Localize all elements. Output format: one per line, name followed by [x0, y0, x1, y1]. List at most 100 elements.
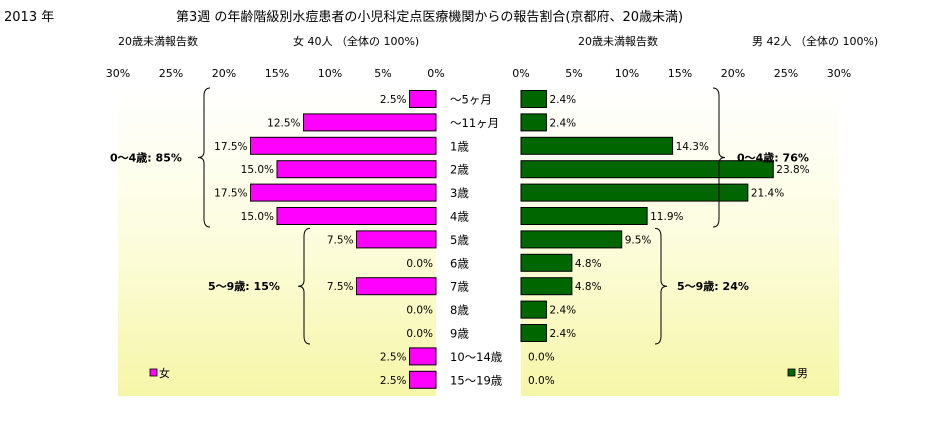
male-value-label: 4.8%: [575, 258, 602, 270]
female-value-label: 7.5%: [327, 234, 354, 246]
female-value-label: 15.0%: [241, 164, 274, 176]
male-bar: [520, 300, 547, 319]
male-value-label: 2.4%: [549, 94, 576, 106]
male-legend-swatch: [787, 368, 796, 377]
age-category-label: 3歳: [450, 186, 469, 200]
male-bar: [520, 277, 573, 296]
male-legend-label: 男: [797, 367, 808, 380]
female-bar: [303, 113, 437, 132]
male-value-label: 21.4%: [751, 188, 784, 200]
female-group-label: 5～9歳: 15%: [208, 279, 280, 293]
female-bars: 2.5% 12.5% 17.5% 15.0% 17.5% 15.0% 7.5% 0.0% 7.5…: [214, 90, 437, 389]
male-caption-left: 20歳未満報告数: [578, 35, 658, 48]
male-value-label: 23.8%: [776, 164, 809, 176]
age-category-label: 8歳: [450, 303, 469, 317]
female-caption-left: 20歳未満報告数: [118, 35, 198, 48]
age-category-label: 6歳: [450, 256, 469, 270]
female-bar: [409, 347, 437, 366]
female-bar: [356, 277, 437, 296]
male-tick-label: 0%: [512, 67, 529, 80]
male-bar: [520, 207, 648, 225]
chart-title: 第3週 の年齢階級別水痘患者の小児科定点医療機関からの報告割合(京都府、20歳未…: [176, 9, 683, 25]
age-category-label: 5歳: [450, 233, 469, 247]
female-tick-label: 25%: [159, 67, 183, 80]
male-bar: [520, 324, 547, 342]
age-category-label: 10～14歳: [450, 350, 503, 364]
year-label: 2013 年: [4, 10, 54, 25]
male-tick-label: 30%: [827, 67, 851, 80]
female-bar: [250, 183, 437, 202]
female-group-label: 0～4歳: 85%: [110, 151, 182, 165]
age-category-label: 2歳: [450, 163, 469, 177]
male-group-label: 5～9歳: 24%: [677, 279, 749, 293]
female-value-label: 15.0%: [241, 211, 274, 223]
female-bar: [409, 370, 437, 389]
female-tick-label: 0%: [427, 67, 444, 80]
male-tick-label: 25%: [774, 67, 798, 80]
female-legend-swatch: [149, 368, 158, 377]
male-bars: 2.4% 2.4% 14.3% 23.8% 21.4% 11.9% 9.5% 4.8% 4.8%…: [520, 90, 810, 387]
age-category-label: 9歳: [450, 327, 469, 341]
female-value-label: 7.5%: [327, 281, 354, 293]
male-value-label: 0.0%: [528, 351, 555, 363]
male-tick-label: 15%: [668, 67, 692, 80]
female-bar: [276, 160, 437, 179]
age-category-label: 7歳: [450, 280, 469, 294]
age-category-labels: ～5ヶ月 ～11ヶ月 1歳 2歳 3歳 4歳 5歳 6歳 7歳 8歳 9歳 10～14歳 15～19歳: [450, 93, 503, 388]
male-value-label: 2.4%: [549, 305, 576, 317]
male-caption-right: 男 42人 （全体の 100%): [752, 34, 878, 48]
female-value-label: 2.5%: [380, 375, 407, 387]
male-value-label: 14.3%: [676, 141, 709, 153]
male-bar: [520, 136, 674, 155]
female-tick-label: 20%: [212, 67, 236, 80]
male-group-label: 0～4歳: 76%: [737, 151, 809, 165]
female-value-label: 12.5%: [267, 117, 300, 129]
male-value-label: 11.9%: [650, 211, 683, 223]
male-group-brackets: 0～4歳: 76% 5～9歳: 24%: [654, 87, 809, 345]
male-value-label: 2.4%: [549, 117, 576, 129]
male-bar: [520, 253, 573, 272]
female-value-label: 0.0%: [406, 305, 433, 317]
female-group-brackets: 0～4歳: 85% 5～9歳: 15%: [110, 87, 311, 345]
male-bar: [520, 230, 623, 249]
female-value-label: 2.5%: [380, 94, 407, 106]
male-group-bracket: [654, 227, 668, 345]
male-bar: [520, 183, 749, 202]
male-bar: [520, 160, 774, 179]
female-group-bracket: [197, 87, 211, 228]
male-value-label: 4.8%: [575, 281, 602, 293]
female-bar: [356, 230, 437, 249]
female-value-label: 17.5%: [214, 188, 247, 200]
age-category-label: 4歳: [450, 210, 469, 224]
female-value-label: 2.5%: [380, 351, 407, 363]
age-category-label: 1歳: [450, 139, 469, 153]
female-tick-label: 5%: [374, 67, 391, 80]
female-value-label: 17.5%: [214, 141, 247, 153]
female-bar: [250, 136, 437, 155]
male-tick-label: 20%: [721, 67, 745, 80]
female-tick-label: 15%: [265, 67, 289, 80]
male-value-label: 0.0%: [528, 375, 555, 387]
female-value-label: 0.0%: [406, 328, 433, 340]
male-value-label: 9.5%: [625, 234, 652, 246]
male-bar: [520, 113, 547, 132]
female-tick-label: 30%: [106, 67, 130, 80]
female-caption-right: 女 40人 （全体の 100%): [293, 34, 419, 48]
male-value-label: 2.4%: [549, 328, 576, 340]
female-bar: [276, 207, 437, 225]
age-category-label: ～5ヶ月: [450, 93, 492, 107]
female-tick-label: 10%: [318, 67, 342, 80]
male-group-bracket: [712, 87, 726, 228]
age-category-label: 15～19歳: [450, 373, 503, 387]
female-bar: [409, 90, 437, 108]
female-x-axis-ticks: 30% 25% 20% 15% 10% 5% 0%: [106, 67, 445, 80]
age-category-label: ～11ヶ月: [450, 116, 499, 130]
male-x-axis-ticks: 0% 5% 10% 15% 20% 25% 30%: [512, 67, 851, 80]
male-bar: [520, 90, 547, 108]
male-tick-label: 10%: [615, 67, 639, 80]
female-value-label: 0.0%: [406, 258, 433, 270]
female-group-bracket: [297, 227, 311, 345]
male-tick-label: 5%: [565, 67, 582, 80]
